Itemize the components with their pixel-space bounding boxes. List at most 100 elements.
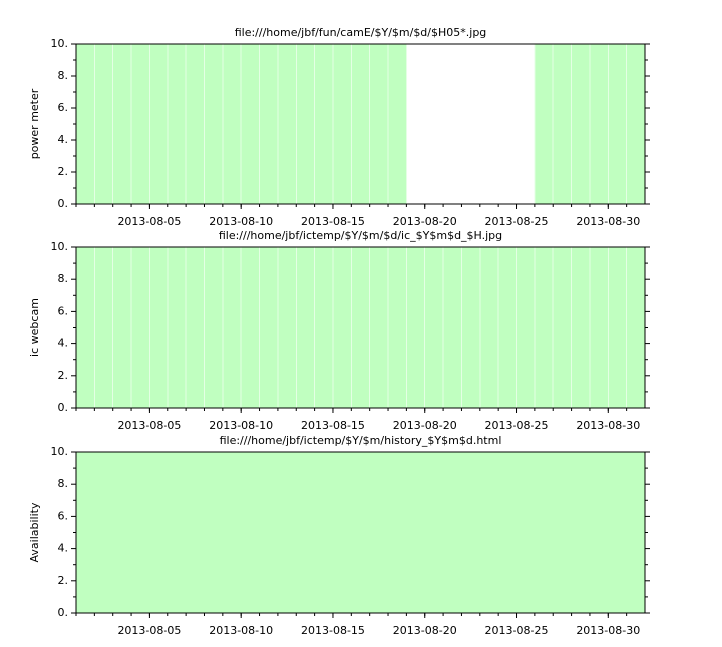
bar: [388, 452, 407, 613]
bar: [94, 452, 114, 613]
bar: [149, 452, 169, 613]
x-tick-label: 2013-08-10: [209, 624, 273, 637]
bar: [387, 43, 407, 205]
bar: [498, 452, 518, 613]
y-tick-label: 10.: [51, 445, 69, 458]
x-tick-label: 2013-08-25: [485, 419, 549, 432]
bar: [479, 246, 499, 409]
bar: [186, 452, 206, 613]
bar: [607, 43, 628, 205]
y-axis-label: ic webcam: [28, 298, 41, 357]
bar: [608, 452, 628, 613]
x-tick-label: 2013-08-20: [393, 419, 457, 432]
bar: [460, 246, 481, 409]
x-tick-label: 2013-08-30: [576, 419, 640, 432]
x-tick-label: 2013-08-25: [485, 215, 549, 228]
bar: [516, 246, 536, 409]
y-tick-label: 6.: [58, 509, 69, 522]
y-tick-label: 10.: [51, 37, 69, 50]
bar: [553, 452, 573, 613]
bar: [112, 452, 132, 613]
bar: [350, 246, 371, 409]
bar: [112, 246, 132, 409]
bar: [552, 246, 573, 409]
chart-title: file:///home/jbf/ictemp/$Y/$m/history_$Y…: [220, 434, 502, 447]
x-tick-label: 2013-08-15: [301, 215, 365, 228]
y-tick-label: 6.: [58, 101, 69, 114]
bar: [516, 452, 536, 613]
bar: [185, 246, 205, 409]
bar: [222, 43, 242, 205]
bar: [369, 452, 389, 613]
chart-title: file:///home/jbf/fun/camE/$Y/$m/$d/$H05*…: [235, 26, 487, 39]
bar: [571, 452, 591, 613]
x-tick-label: 2013-08-10: [209, 215, 273, 228]
bar: [332, 43, 352, 205]
bar: [222, 246, 242, 409]
bar: [589, 43, 609, 205]
y-axis-label: Availability: [28, 502, 41, 562]
x-tick-label: 2013-08-15: [301, 624, 365, 637]
bar: [534, 452, 554, 613]
bar: [277, 43, 297, 205]
bar: [277, 246, 297, 409]
bar: [167, 246, 187, 409]
x-tick-label: 2013-08-05: [117, 624, 181, 637]
bar: [443, 452, 463, 613]
bar: [314, 246, 334, 409]
bar: [75, 246, 95, 409]
bar: [296, 452, 316, 613]
bar: [259, 452, 279, 613]
y-tick-label: 2.: [58, 165, 69, 178]
bar: [350, 43, 371, 205]
y-tick-label: 8.: [58, 477, 69, 490]
bar: [534, 246, 554, 409]
bar: [369, 43, 389, 205]
y-tick-label: 8.: [58, 272, 69, 285]
bar: [442, 246, 462, 409]
bar: [76, 452, 95, 613]
y-tick-label: 10.: [51, 240, 69, 253]
y-tick-label: 2.: [58, 574, 69, 587]
bar: [277, 452, 297, 613]
bar: [314, 43, 334, 205]
bar: [295, 43, 316, 205]
y-tick-label: 0.: [58, 606, 69, 619]
x-tick-label: 2013-08-10: [209, 419, 273, 432]
bar: [93, 246, 114, 409]
bar: [75, 43, 95, 205]
bar: [185, 43, 205, 205]
bar: [167, 43, 187, 205]
bar: [406, 452, 426, 613]
y-tick-label: 4.: [58, 337, 69, 350]
bar: [222, 452, 242, 613]
y-tick-label: 4.: [58, 542, 69, 555]
y-tick-label: 0.: [58, 401, 69, 414]
bar: [571, 246, 591, 409]
bar: [405, 246, 426, 409]
bar: [241, 452, 261, 613]
x-tick-label: 2013-08-30: [576, 215, 640, 228]
bar: [148, 43, 169, 205]
bar: [461, 452, 481, 613]
x-tick-label: 2013-08-25: [485, 624, 549, 637]
bar: [240, 246, 261, 409]
bar: [93, 43, 114, 205]
y-tick-label: 8.: [58, 69, 69, 82]
x-tick-label: 2013-08-20: [393, 215, 457, 228]
bar: [204, 452, 224, 613]
bar: [130, 43, 150, 205]
chart-title: file:///home/jbf/ictemp/$Y/$m/$d/ic_$Y$m…: [219, 229, 502, 242]
y-tick-label: 6.: [58, 304, 69, 317]
bar: [130, 246, 150, 409]
bar: [607, 246, 628, 409]
bar: [552, 43, 573, 205]
bar: [332, 246, 352, 409]
bar: [497, 246, 518, 409]
x-tick-label: 2013-08-15: [301, 419, 365, 432]
bar: [112, 43, 132, 205]
y-tick-label: 4.: [58, 133, 69, 146]
bar: [259, 246, 279, 409]
